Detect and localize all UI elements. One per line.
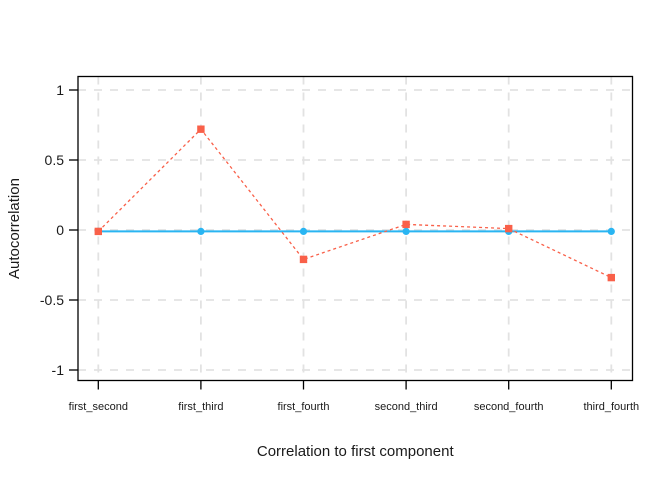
series-squares-dashed-point-first_third <box>197 125 205 133</box>
series-squares-dashed-line <box>97 128 612 279</box>
series-squares-dashed-point-first_second <box>94 227 102 236</box>
x-tick-label-second_fourth: second_fourth <box>474 401 544 413</box>
plot-border <box>77 75 634 382</box>
series-squares-dashed-point-second_third <box>402 220 410 229</box>
series-squares-dashed-point-third_fourth <box>607 273 615 282</box>
series-circles-solid-point-first_fourth <box>299 227 308 235</box>
y-tick-label--0.5: -0.5 <box>40 292 64 308</box>
y-tick-label-0: 0 <box>56 222 64 238</box>
y-tick-label--1: -1 <box>52 362 65 378</box>
x-tick-label-first_third: first_third <box>178 401 223 413</box>
x-tick-label-second_third: second_third <box>375 401 438 413</box>
series-squares-dashed-point-first_fourth <box>299 255 308 264</box>
y-axis-title: Autocorrelation <box>6 178 23 279</box>
series-circles-solid-point-first_third <box>197 227 205 235</box>
y-tick-label-1: 1 <box>56 82 64 98</box>
x-axis-title: Correlation to first component <box>257 443 455 460</box>
series-circles-solid-point-third_fourth <box>607 227 615 235</box>
series-squares-dashed-point-second_fourth <box>505 224 513 233</box>
y-tick-label-0.5: 0.5 <box>45 152 65 168</box>
x-tick-label-first_second: first_second <box>69 401 128 413</box>
series-circles-solid-point-second_third <box>402 227 410 235</box>
x-tick-label-first_fourth: first_fourth <box>278 401 330 413</box>
x-tick-label-third_fourth: third_fourth <box>583 401 639 413</box>
